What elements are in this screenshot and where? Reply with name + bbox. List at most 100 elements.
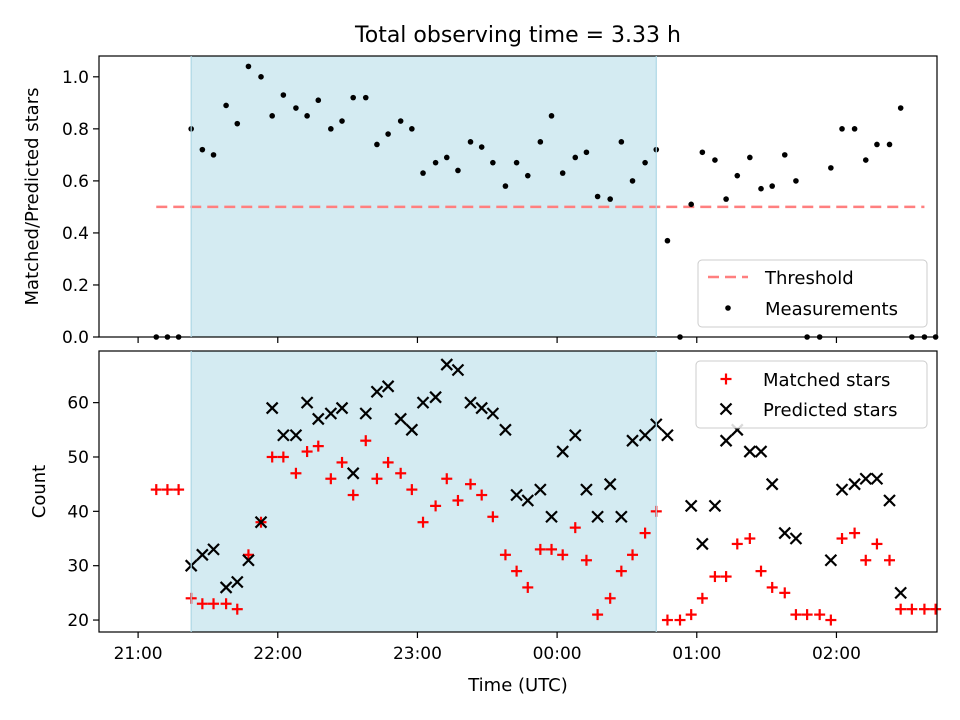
predicted-legend-label: Predicted stars [763, 400, 897, 421]
matched-star-point [557, 549, 569, 561]
measurement-point [210, 152, 217, 158]
matched-star-point [242, 549, 254, 561]
matched-star-point [347, 489, 359, 501]
measurement-point [374, 141, 380, 148]
matched-star-point [325, 473, 337, 485]
predicted-star-point [765, 477, 779, 491]
top-shaded-region [191, 56, 657, 337]
measurement-point [618, 139, 625, 145]
matched-star-point [569, 522, 581, 534]
measurement-point [851, 126, 858, 132]
predicted-star-point [440, 358, 454, 371]
matched-star-point [476, 489, 488, 501]
predicted-star-point [451, 363, 465, 377]
predicted-star-point [486, 407, 500, 420]
matched-star-point [452, 494, 464, 506]
measurement-point [839, 126, 845, 132]
matched-star-point [930, 603, 942, 615]
matched-star-point [696, 592, 708, 604]
y-tick-label: 60 [67, 394, 89, 414]
measurement-point [258, 74, 264, 80]
predicted-star-point [219, 581, 233, 594]
measurement-point [293, 105, 299, 111]
predicted-star-point [870, 472, 884, 486]
top-y-axis-label: Matched/Predicted stars [22, 88, 43, 306]
matched-star-point [836, 533, 848, 545]
matched-star-point [417, 516, 429, 528]
x-tick-label: 22:00 [253, 644, 302, 664]
matched-star-point [371, 473, 383, 485]
measurement-point [699, 149, 706, 156]
y-tick-label: 0.6 [62, 172, 89, 192]
matched-legend-marker [720, 373, 732, 385]
measurement-point [607, 196, 613, 202]
predicted-star-point [591, 510, 604, 524]
predicted-star-point [743, 445, 757, 458]
measurement-point [339, 118, 345, 124]
bottom-y-axis-ticks: 20 30 40 50 60 [67, 394, 99, 631]
measurement-point [234, 120, 241, 127]
measurement-point [245, 63, 252, 70]
predicted-star-point [311, 412, 325, 426]
x-tick-label: 23:00 [393, 644, 442, 664]
matched-star-point [161, 484, 173, 496]
bottom-shaded-region [191, 351, 657, 632]
x-axis-label: Time (UTC) [467, 675, 568, 696]
predicted-star-point [300, 396, 314, 409]
measurement-point [769, 183, 775, 189]
figure-title: Total observing time = 3.33 h [354, 23, 681, 48]
measurements-legend-label: Measurements [765, 299, 898, 320]
predicted-star-point [603, 477, 617, 491]
predicted-star-point [230, 575, 244, 589]
measurement-point [781, 152, 788, 158]
predicted-star-point [381, 380, 395, 393]
predicted-star-point [545, 510, 558, 524]
x-tick-label: 21:00 [114, 644, 163, 664]
measurement-point [385, 131, 391, 137]
y-tick-label: 0.0 [62, 328, 89, 348]
measurement-point [397, 118, 404, 124]
predicted-star-point [684, 499, 698, 513]
predicted-star-point [464, 396, 477, 409]
predicted-star-point [277, 428, 290, 442]
measurement-point [513, 159, 520, 166]
bottom-x-axis-ticks: 21:00 22:00 23:00 00:00 01:00 02:00 [114, 632, 861, 664]
matched-star-point [290, 467, 302, 479]
measurement-point [537, 139, 544, 145]
measurement-point [280, 92, 287, 98]
predicted-star-point [405, 423, 419, 437]
predicted-star-point [859, 472, 873, 486]
measurement-point [443, 154, 450, 161]
predicted-star-point [359, 407, 373, 420]
predicted-star-point [346, 467, 360, 480]
measurement-point [583, 149, 590, 156]
matched-star-point [487, 511, 499, 523]
predicted-star-point [661, 428, 674, 442]
matched-star-point [173, 484, 185, 496]
predicted-star-point [394, 412, 407, 426]
top-legend-box [697, 259, 928, 328]
matched-star-point [661, 614, 673, 626]
matched-star-point [639, 527, 651, 539]
predicted-star-point [289, 428, 303, 442]
predicted-star-point [615, 510, 628, 524]
x-tick-label: 00:00 [533, 644, 582, 664]
matched-star-point [801, 609, 813, 621]
predicted-star-point [534, 483, 547, 496]
measurement-point [572, 154, 579, 161]
matched-star-point [336, 456, 348, 468]
matched-star-point [895, 603, 907, 615]
matched-star-point [825, 614, 837, 626]
measurement-point [502, 183, 509, 189]
top-y-axis-ticks: 0.0 0.2 0.4 0.6 0.8 1.0 [62, 68, 99, 348]
predicted-star-point [196, 548, 209, 562]
matched-star-point [604, 592, 616, 604]
y-tick-label: 30 [67, 557, 89, 577]
matched-star-point [360, 435, 372, 447]
measurement-point [467, 139, 474, 145]
y-tick-label: 0.2 [62, 276, 89, 296]
predicted-star-point [242, 553, 255, 567]
predicted-star-point [499, 423, 512, 437]
bottom-panel: 20 30 40 50 60 21:00 22:00 23:00 00:00 01:00 02:0… [29, 350, 942, 664]
matched-star-point [511, 565, 523, 577]
